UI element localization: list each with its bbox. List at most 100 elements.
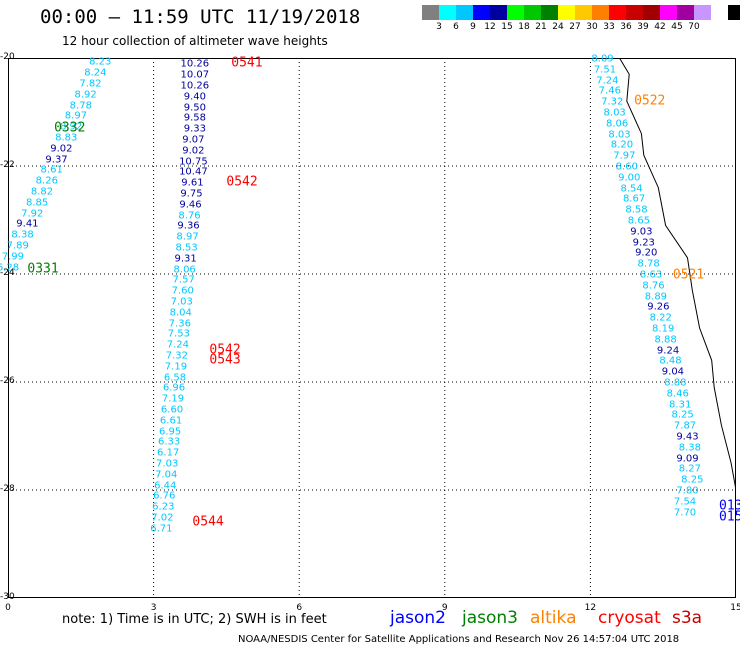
wave-height-label: 9.09 xyxy=(676,453,699,465)
color-swatch xyxy=(524,5,542,20)
map-subtitle: 12 hour collection of altimeter wave hei… xyxy=(62,34,328,48)
x-tick-label: 12 xyxy=(584,603,597,613)
wave-height-label: 9.07 xyxy=(182,134,205,146)
wave-height-label: 8.03 xyxy=(608,129,631,141)
wave-height-label: 8.25 xyxy=(681,474,704,486)
map-canvas xyxy=(8,58,736,598)
color-swatch xyxy=(643,5,661,20)
color-swatch xyxy=(558,5,576,20)
wave-height-label: 7.89 xyxy=(6,240,29,252)
color-swatch xyxy=(626,5,644,20)
wave-height-label: 9.50 xyxy=(183,102,206,114)
wave-height-label: 6.60 xyxy=(160,404,184,416)
pass-time-label: 0331 xyxy=(27,261,59,277)
wave-height-label: 6.76 xyxy=(153,490,176,502)
color-scale-tick: 45 xyxy=(671,22,683,32)
wave-height-label: 7.32 xyxy=(165,350,189,362)
color-scale-tick: 3 xyxy=(436,22,442,32)
note-text: note: 1) Time is in UTC; 2) SWH is in fe… xyxy=(62,612,327,627)
legend-entry-altika: altika xyxy=(530,608,577,628)
wave-height-label: 6.44 xyxy=(154,480,177,492)
wave-height-label: 7.97 xyxy=(613,150,636,162)
color-scale-tick: 6 xyxy=(453,22,459,32)
legend-entry-cryosat: cryosat xyxy=(598,608,661,628)
wave-height-label: 8.04 xyxy=(169,307,192,319)
wave-height-label: 7.19 xyxy=(164,361,188,373)
legend-entry-jason3: jason3 xyxy=(462,608,518,628)
color-swatch xyxy=(592,5,610,20)
pass-time-label: 0544 xyxy=(192,514,224,530)
color-swatch xyxy=(609,5,627,20)
wave-height-label: 9.40 xyxy=(183,91,206,103)
x-tick-label: 3 xyxy=(150,603,157,613)
wave-height-label: 9.02 xyxy=(50,143,73,155)
wave-height-label: 8.06 xyxy=(605,118,629,130)
color-swatch xyxy=(507,5,525,20)
wave-height-label: 9.31 xyxy=(174,253,197,265)
color-swatch xyxy=(677,5,695,20)
wave-height-label: 6.61 xyxy=(159,415,183,427)
wave-height-label: 8.09 xyxy=(591,53,614,65)
wave-height-label: 8.53 xyxy=(175,242,198,254)
wave-height-label: 8.23 xyxy=(89,56,112,68)
wave-height-label: 8.85 xyxy=(25,197,49,209)
wave-height-label: 8.89 xyxy=(644,291,668,303)
wave-height-label: 8.67 xyxy=(622,193,646,205)
wave-height-label: 7.54 xyxy=(673,496,697,508)
wave-height-label: 8.20 xyxy=(610,139,634,151)
wave-height-label: 9.58 xyxy=(183,112,206,124)
wave-height-label: 7.57 xyxy=(172,274,195,286)
wave-height-label: 6.23 xyxy=(152,501,175,513)
wave-height-label: 8.60 xyxy=(615,161,638,173)
wave-height-label: 8.78 xyxy=(637,258,660,270)
x-tick-label: 6 xyxy=(296,603,303,613)
wave-height-label: 8.97 xyxy=(176,231,199,243)
credit-text: NOAA/NESDIS Center for Satellite Applica… xyxy=(238,634,680,645)
color-scale-tick: 33 xyxy=(603,22,615,32)
wave-height-label: 7.24 xyxy=(166,339,189,351)
pass-time-label: 0541 xyxy=(231,55,263,71)
color-swatch xyxy=(694,5,712,20)
pass-time-label: 0542 xyxy=(226,174,258,190)
wave-height-label: 10.75 xyxy=(179,156,208,168)
wave-height-label: 8.22 xyxy=(649,312,672,324)
wave-height-label: 10.26 xyxy=(180,58,210,70)
wave-height-label: 6.96 xyxy=(162,382,186,394)
color-scale-tick: 70 xyxy=(688,22,700,32)
wave-height-label: 9.03 xyxy=(630,226,653,238)
pass-time-label: 0150 xyxy=(719,509,740,525)
wave-height-label: 8.63 xyxy=(639,269,663,281)
wave-height-label: 7.02 xyxy=(151,512,174,524)
x-tick-label: 0 xyxy=(5,603,11,613)
wave-height-label: 9.23 xyxy=(632,237,655,249)
wave-height-label: 8.83 xyxy=(55,132,78,144)
pass-time-label: 0542 xyxy=(209,342,241,358)
map-frame xyxy=(8,58,736,598)
wave-height-label: 8.06 xyxy=(173,264,196,276)
wave-height-label: 8.88 xyxy=(654,334,677,346)
x-tick-label: 9 xyxy=(441,603,448,613)
wave-height-label: 9.75 xyxy=(180,188,203,200)
wave-height-label: 8.61 xyxy=(40,164,63,176)
y-tick-label: -24 xyxy=(0,268,15,278)
wave-height-label: 7.24 xyxy=(596,75,619,87)
wave-height-label: 8.78 xyxy=(69,100,92,112)
color-scale-tick: 9 xyxy=(470,22,476,32)
wave-height-label: 10.26 xyxy=(180,80,210,92)
wave-height-label: 9.61 xyxy=(181,177,204,189)
wave-height-label: 7.46 xyxy=(598,85,621,97)
wave-height-label: 7.04 xyxy=(155,469,178,481)
wave-height-label: 7.60 xyxy=(171,285,194,297)
pass-time-label: 013 xyxy=(719,498,740,514)
wave-height-label: 8.03 xyxy=(603,107,626,119)
wave-height-label: 9.00 xyxy=(618,172,641,184)
wave-height-label: 8.25 xyxy=(671,409,694,421)
color-scale-tick: 12 xyxy=(484,22,496,32)
color-scale-tick: 30 xyxy=(586,22,598,32)
wave-height-label: 9.46 xyxy=(179,199,202,211)
wave-height-label: 10.07 xyxy=(180,69,210,81)
wave-height-label: 9.41 xyxy=(16,218,39,230)
wave-height-label: 8.24 xyxy=(84,67,107,79)
y-tick-label: -30 xyxy=(0,592,15,602)
color-scale-tick: 18 xyxy=(518,22,530,32)
